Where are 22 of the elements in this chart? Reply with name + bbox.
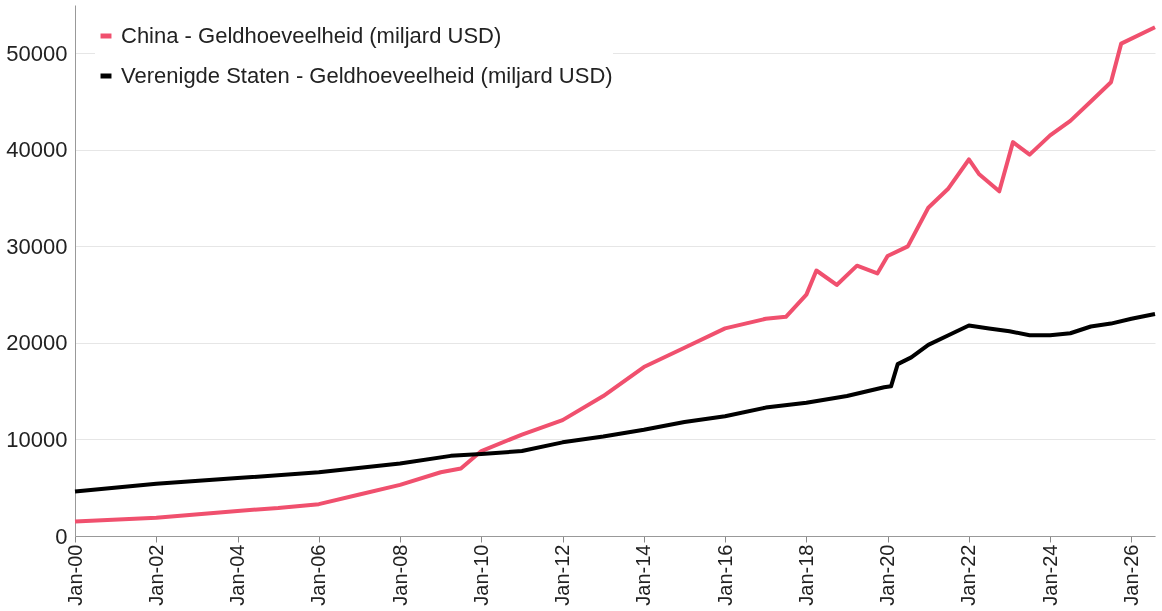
x-tick-label: Jan-02	[144, 544, 167, 606]
x-tick-label: Jan-04	[226, 544, 249, 606]
x-tick-label: Jan-20	[876, 544, 899, 606]
line-series	[73, 311, 1157, 494]
x-tick-label: Jan-08	[388, 544, 411, 606]
x-tick-label: Jan-12	[551, 544, 574, 606]
x-tick-label: Jan-14	[632, 544, 655, 606]
x-tick-label: Jan-18	[794, 544, 817, 606]
legend-label: China - Geldhoeveelheid (miljard USD)	[121, 23, 502, 48]
y-tick-label: 20000	[6, 330, 68, 356]
x-tick-label: Jan-06	[307, 544, 330, 606]
line-series	[73, 25, 1157, 524]
legend-label: Verenigde Staten - Geldhoeveelheid (miljard USD)	[121, 63, 613, 88]
x-tick-label: Jan-22	[957, 544, 980, 606]
y-tick-label: 30000	[6, 233, 68, 259]
y-tick-label: 10000	[6, 426, 68, 452]
y-tick-label: 50000	[6, 40, 68, 66]
y-tick-label: 40000	[6, 137, 68, 163]
x-tick-label: Jan-24	[1038, 544, 1061, 606]
x-tick-label: Jan-16	[713, 544, 736, 606]
x-tick-label: Jan-26	[1119, 544, 1142, 606]
x-tick-label: Jan-10	[469, 544, 492, 606]
